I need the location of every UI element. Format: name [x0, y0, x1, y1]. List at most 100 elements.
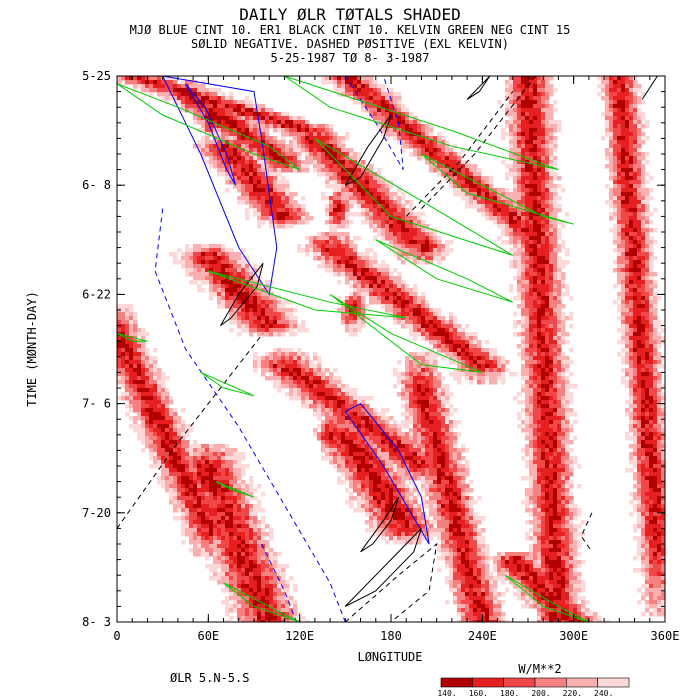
olr-cell: [269, 560, 274, 565]
olr-cell: [265, 540, 270, 545]
olr-cell: [409, 452, 414, 457]
olr-cell: [405, 216, 410, 221]
olr-cell: [401, 288, 406, 293]
olr-cell: [365, 488, 370, 493]
olr-cell: [377, 520, 382, 525]
olr-cell: [441, 524, 446, 529]
olr-cell: [417, 332, 422, 337]
olr-cell: [257, 360, 262, 365]
olr-cell: [245, 116, 250, 121]
olr-cell: [197, 484, 202, 489]
olr-cell: [217, 468, 222, 473]
olr-cell: [365, 472, 370, 477]
olr-cell: [417, 452, 422, 457]
olr-cell: [173, 252, 178, 257]
olr-cell: [409, 420, 414, 425]
olr-cell: [349, 424, 354, 429]
olr-cell: [205, 488, 210, 493]
olr-cell: [357, 496, 362, 501]
olr-cell: [369, 168, 374, 173]
olr-cell: [237, 136, 242, 141]
olr-cell: [177, 248, 182, 253]
olr-cell: [345, 256, 350, 261]
olr-cell: [205, 480, 210, 485]
olr-cell: [189, 460, 194, 465]
olr-cell: [277, 352, 282, 357]
olr-cell: [445, 496, 450, 501]
olr-cell: [413, 444, 418, 449]
olr-cell: [181, 108, 186, 113]
olr-cell: [425, 364, 430, 369]
olr-cell: [277, 328, 282, 333]
olr-cell: [237, 100, 242, 105]
olr-cell: [365, 404, 370, 409]
olr-cell: [269, 320, 274, 325]
olr-cell: [381, 488, 386, 493]
olr-cell: [333, 408, 338, 413]
olr-cell: [417, 220, 422, 225]
olr-cell: [281, 620, 286, 622]
olr-cell: [281, 604, 286, 609]
olr-cell: [249, 272, 254, 277]
olr-cell: [189, 464, 194, 469]
olr-cell: [361, 488, 366, 493]
olr-cell: [441, 148, 446, 153]
olr-cell: [257, 300, 262, 305]
olr-cell: [117, 324, 122, 329]
olr-cell: [181, 456, 186, 461]
olr-cell: [401, 216, 406, 221]
olr-cell: [369, 416, 374, 421]
olr-cell: [237, 168, 242, 173]
olr-cell: [209, 116, 214, 121]
olr-cell: [401, 104, 406, 109]
olr-cell: [401, 280, 406, 285]
olr-cell: [229, 452, 234, 457]
olr-cell: [141, 404, 146, 409]
olr-cell: [277, 568, 282, 573]
olr-cell: [429, 136, 434, 141]
olr-cell: [337, 280, 342, 285]
olr-cell: [445, 460, 450, 465]
olr-cell: [393, 308, 398, 313]
olr-cell: [433, 408, 438, 413]
olr-cell: [353, 428, 358, 433]
olr-cell: [201, 264, 206, 269]
olr-cell: [149, 464, 154, 469]
olr-cell: [201, 244, 206, 249]
olr-cell: [293, 192, 298, 197]
olr-cell: [261, 616, 266, 621]
olr-cell: [349, 148, 354, 153]
olr-cell: [437, 444, 442, 449]
olr-cell: [141, 356, 146, 361]
olr-cell: [301, 144, 306, 149]
olr-cell: [341, 268, 346, 273]
olr-cell: [437, 236, 442, 241]
olr-cell: [281, 312, 286, 317]
olr-cell: [221, 256, 226, 261]
olr-cell: [233, 100, 238, 105]
olr-cell: [329, 128, 334, 133]
olr-cell: [401, 384, 406, 389]
olr-cell: [417, 360, 422, 365]
olr-cell: [361, 220, 366, 225]
olr-cell: [429, 316, 434, 321]
olr-cell: [329, 184, 334, 189]
olr-cell: [193, 144, 198, 149]
olr-cell: [241, 496, 246, 501]
olr-cell: [197, 100, 202, 105]
olr-cell: [257, 524, 262, 529]
olr-cell: [397, 424, 402, 429]
olr-cell: [433, 516, 438, 521]
olr-cell: [137, 332, 142, 337]
olr-cell: [441, 488, 446, 493]
olr-cell: [241, 304, 246, 309]
olr-cell: [309, 140, 314, 145]
olr-cell: [301, 396, 306, 401]
olr-cell: [209, 244, 214, 249]
olr-cell: [273, 588, 278, 593]
olr-cell: [377, 468, 382, 473]
olr-cell: [189, 524, 194, 529]
olr-cell: [429, 132, 434, 137]
olr-cell: [441, 532, 446, 537]
olr-cell: [225, 496, 230, 501]
